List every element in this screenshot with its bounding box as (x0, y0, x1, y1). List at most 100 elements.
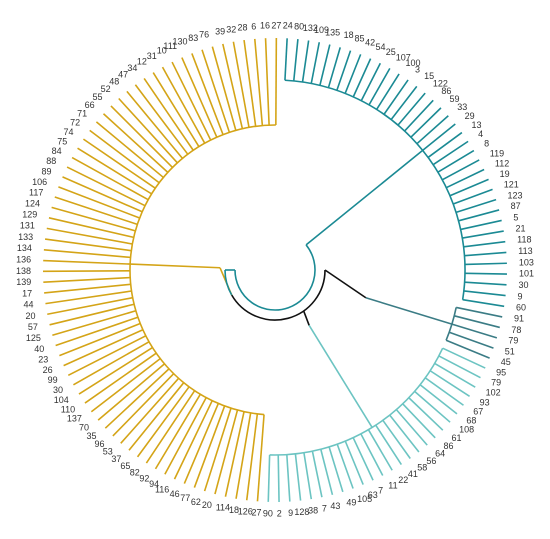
leaf-label: 46 (170, 489, 180, 499)
leaf-branch (102, 113, 169, 173)
leaf-branch (171, 61, 212, 141)
leaf-branch (352, 58, 372, 98)
leaf-label: 30 (53, 385, 63, 395)
leaf-branch (183, 403, 220, 484)
leaf-label: 9 (288, 508, 293, 518)
leaf-label: 45 (501, 357, 511, 367)
leaf-branch (84, 352, 157, 404)
leaf-branch (89, 129, 160, 184)
leaf-branch (201, 49, 231, 133)
leaf-label: 53 (103, 447, 113, 457)
leaf-branch (95, 121, 164, 179)
leaf-label: 7 (378, 486, 383, 496)
leaf-branch (301, 40, 310, 83)
leaf-label: 43 (330, 501, 340, 511)
leaf-branch (52, 310, 137, 337)
leaf-label: 75 (57, 136, 67, 146)
leaf-label: 38 (308, 505, 318, 515)
leaf-label: 52 (101, 84, 111, 94)
leaf-branch (286, 454, 291, 502)
leaf-label: 88 (46, 156, 56, 166)
leaf-label: 82 (130, 467, 140, 477)
leaf-branch (191, 53, 224, 135)
leaf-branch (267, 454, 271, 502)
leaf-branch (110, 105, 174, 169)
leaf-branch (134, 84, 189, 155)
leaf-label: 47 (118, 70, 128, 80)
leaf-label: 80 (294, 22, 304, 32)
leaf-label: 94 (149, 479, 159, 489)
leaf-branch (408, 397, 444, 431)
leaf-branch (422, 123, 456, 152)
leaf-label: 59 (450, 94, 460, 104)
leaf-branch (256, 414, 265, 502)
leaf-branch (319, 44, 331, 86)
leaf-label: 99 (48, 375, 58, 385)
leaf-label: 7 (322, 503, 327, 513)
leaf-branch (67, 335, 147, 377)
leaf-label: 103 (519, 257, 534, 267)
leaf-label: 90 (263, 508, 273, 518)
leaf-label: 102 (486, 388, 501, 398)
leaf-label: 76 (199, 29, 209, 39)
leaf-branch (82, 138, 156, 189)
leaf-branch (90, 357, 161, 413)
leaf-label: 16 (260, 21, 270, 31)
leaf-branch (232, 41, 250, 128)
leaf-label: 137 (67, 413, 82, 423)
leaf-label: 17 (22, 288, 32, 298)
leaf-branch (49, 303, 135, 326)
leaf-branch (360, 62, 382, 102)
root-arc (224, 269, 233, 296)
leaf-label: 12 (137, 57, 147, 67)
leaf-branch (397, 92, 426, 126)
leaf-label: 89 (42, 166, 52, 176)
leaf-branch (403, 99, 434, 132)
leaf-label: 129 (22, 209, 37, 219)
leaf-label: 9 (518, 291, 523, 301)
leaf-branch (375, 73, 400, 110)
leaf-label: 2 (277, 508, 282, 518)
leaf-label: 19 (500, 169, 510, 179)
leaf-branch (48, 217, 134, 239)
leaf-label: 13 (472, 120, 482, 130)
leaf-label: 117 (29, 188, 43, 198)
leaf-label: 37 (111, 454, 121, 464)
leaf-label: 40 (34, 344, 44, 354)
leaf-branch (390, 85, 418, 121)
leaf-branch (118, 97, 178, 164)
leaf-branch (449, 178, 489, 197)
leaf-label: 33 (457, 102, 467, 112)
leaf-branch (275, 37, 278, 126)
leaf-label: 21 (516, 223, 526, 233)
leaf-label: 85 (354, 34, 364, 44)
leaf-label: 8 (484, 139, 489, 149)
leaf-branch (97, 363, 165, 421)
leaf-branch (112, 373, 175, 437)
leaf-branch (43, 259, 131, 265)
leaf-branch (327, 47, 342, 88)
leaf-label: 134 (17, 243, 32, 253)
leaf-branch (416, 115, 449, 145)
leaf-branch (43, 276, 131, 283)
leaf-label: 131 (20, 221, 35, 231)
leaf-label: 138 (16, 266, 31, 276)
leaf-branch (294, 453, 302, 501)
leaf-label: 67 (473, 407, 483, 417)
leaf-label: 22 (398, 475, 408, 485)
leaf-branch (383, 79, 409, 115)
leaf-label: 28 (237, 23, 247, 33)
cluster-arc (284, 79, 466, 300)
leaf-branch (427, 131, 463, 159)
leaf-branch (328, 446, 344, 493)
leaf-label: 18 (229, 505, 239, 515)
leaf-label: 78 (511, 325, 521, 335)
leaf-label: 62 (191, 497, 201, 507)
leaf-branch (303, 452, 313, 500)
leaf-label: 139 (16, 277, 31, 287)
leaf-branch (464, 272, 507, 275)
leaf-label: 87 (511, 201, 521, 211)
leaf-label: 15 (424, 71, 434, 81)
leaf-label: 60 (516, 303, 526, 313)
